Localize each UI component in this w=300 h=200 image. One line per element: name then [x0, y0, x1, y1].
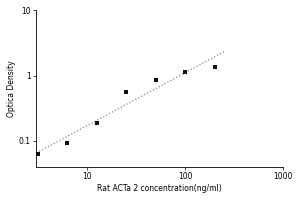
Point [124, 90, 129, 94]
Point [183, 70, 188, 73]
Point [154, 79, 158, 82]
Point [65, 141, 70, 144]
Point [94, 121, 99, 124]
Point [36, 153, 40, 156]
X-axis label: Rat ACTa 2 concentration(ng/ml): Rat ACTa 2 concentration(ng/ml) [98, 184, 222, 193]
Point [212, 66, 217, 69]
Y-axis label: Optica Density: Optica Density [7, 60, 16, 117]
